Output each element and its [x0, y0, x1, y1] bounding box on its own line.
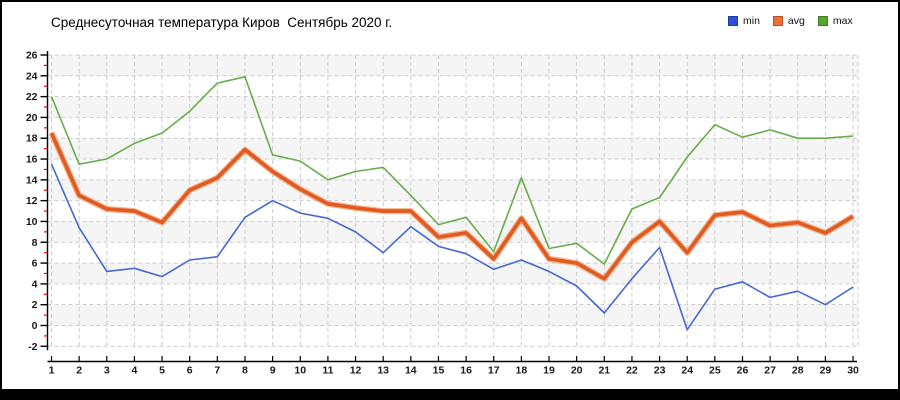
legend-label-min: min: [743, 15, 760, 27]
legend-item-avg: avg: [772, 15, 805, 27]
x-tick-label: 15: [433, 365, 445, 377]
x-tick-label: 8: [242, 365, 248, 377]
x-tick-label: 25: [709, 365, 721, 377]
legend-swatch-avg: [772, 16, 783, 26]
x-tick-label: 27: [764, 365, 776, 377]
x-tick-label: 9: [270, 365, 276, 377]
y-tick-label: 10: [26, 216, 38, 228]
y-tick-label: 14: [26, 174, 38, 186]
y-tick-label: 22: [26, 91, 38, 103]
plot-band: [47, 179, 858, 201]
avg-line: [49, 132, 855, 281]
bottom-bar: [2, 389, 898, 398]
legend-label-avg: avg: [787, 15, 805, 27]
y-tick-label: 20: [26, 112, 38, 124]
plot-band: [47, 55, 858, 76]
x-tick-label: 4: [131, 365, 137, 377]
legend-item-min: min: [728, 15, 760, 27]
legend-label-max: max: [832, 15, 853, 27]
x-tick-label: 1: [49, 365, 55, 377]
y-tick-label: 12: [26, 195, 38, 207]
plot-band: [47, 75, 858, 97]
plot-band: [47, 159, 858, 180]
plot-band: [47, 283, 858, 305]
legend: min avg max: [728, 15, 853, 27]
x-tick-label: 28: [792, 365, 804, 377]
x-tick-label: 18: [516, 365, 528, 377]
plot-band: [47, 325, 858, 347]
plot-band: [47, 138, 858, 160]
y-tick-label: 18: [26, 133, 38, 145]
y-tick-label: 0: [32, 320, 38, 332]
legend-swatch-max: [817, 16, 828, 26]
plot-band: [47, 117, 858, 139]
y-tick-label: 8: [32, 237, 38, 249]
y-tick-label: 6: [32, 258, 38, 270]
x-tick-label: 6: [187, 365, 193, 377]
x-tick-label: 29: [820, 365, 832, 377]
x-tick-label: 17: [488, 365, 500, 377]
chart-title: Среднесуточная температура Киров Сентябр…: [51, 15, 393, 30]
plot-band: [47, 304, 858, 326]
x-tick-label: 30: [847, 365, 859, 377]
x-tick-label: 11: [322, 365, 333, 377]
y-tick-label: 26: [26, 50, 38, 62]
plot-band: [47, 96, 858, 118]
legend-item-max: max: [817, 15, 853, 27]
legend-swatch-min: [728, 16, 738, 26]
plot-band: [47, 242, 858, 264]
y-tick-label: 24: [26, 70, 38, 82]
plot-band: [47, 263, 858, 284]
x-tick-label: 5: [159, 365, 165, 377]
x-tick-label: 7: [214, 365, 220, 377]
x-tick-label: 22: [626, 365, 638, 377]
x-tick-label: 21: [598, 365, 610, 377]
x-tick-label: 12: [350, 365, 362, 377]
x-tick-label: 24: [681, 365, 693, 377]
y-tick-label: 2: [32, 299, 38, 311]
y-tick-label: 4: [32, 278, 38, 290]
y-tick-label: 16: [26, 154, 38, 166]
plot-band: [47, 221, 858, 243]
x-tick-label: 23: [654, 365, 666, 377]
plot-band: [47, 200, 858, 222]
x-tick-label: 20: [571, 365, 583, 377]
min-line: [50, 163, 854, 331]
x-tick-label: 16: [460, 365, 472, 377]
y-tick-label: -2: [28, 341, 37, 353]
x-tick-label: 26: [737, 365, 749, 377]
x-tick-label: 19: [543, 365, 555, 377]
max-line: [50, 76, 854, 265]
x-tick-label: 3: [104, 365, 110, 377]
x-tick-label: 10: [294, 365, 306, 377]
x-tick-label: 2: [76, 365, 82, 377]
x-tick-label: 14: [405, 365, 417, 377]
x-tick-label: 13: [377, 365, 389, 377]
